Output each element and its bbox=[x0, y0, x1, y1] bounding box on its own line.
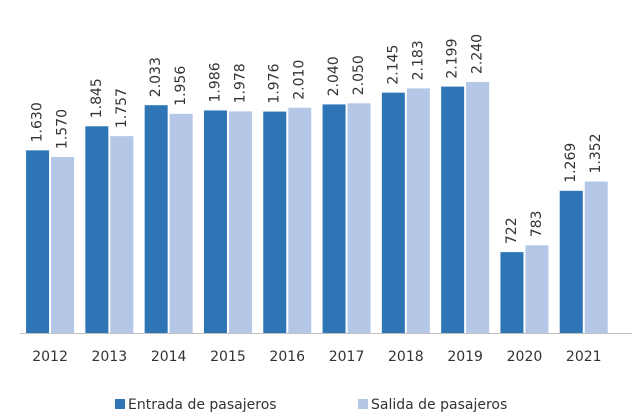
bar bbox=[110, 136, 134, 333]
legend-label: Entrada de pasajeros bbox=[128, 397, 277, 413]
bar bbox=[263, 111, 287, 333]
data-label: 1.978 bbox=[232, 63, 248, 103]
bar bbox=[347, 103, 371, 333]
bar bbox=[584, 181, 608, 333]
data-label: 1.976 bbox=[267, 63, 283, 103]
bar bbox=[26, 150, 50, 333]
data-label: 2.040 bbox=[326, 56, 342, 96]
data-label: 722 bbox=[504, 217, 520, 244]
data-label: 1.630 bbox=[30, 102, 46, 142]
x-tick-label: 2015 bbox=[210, 349, 246, 365]
x-tick-label: 2012 bbox=[32, 349, 68, 365]
data-label: 2.199 bbox=[445, 39, 461, 79]
bar bbox=[559, 190, 583, 333]
bar bbox=[288, 107, 312, 333]
x-tick-label: 2013 bbox=[92, 349, 128, 365]
bar bbox=[441, 86, 465, 333]
legend-label: Salida de pasajeros bbox=[371, 397, 507, 413]
data-label: 2.010 bbox=[292, 60, 308, 100]
bar bbox=[85, 126, 109, 333]
data-label: 1.757 bbox=[114, 88, 130, 128]
data-label: 2.033 bbox=[148, 57, 164, 97]
bar bbox=[322, 104, 346, 334]
x-tick-label: 2021 bbox=[566, 349, 602, 365]
bar bbox=[525, 245, 549, 333]
legend-swatch bbox=[358, 399, 368, 409]
data-label: 1.570 bbox=[55, 109, 71, 149]
data-label: 2.240 bbox=[470, 34, 486, 74]
bar bbox=[406, 88, 430, 333]
data-label: 2.145 bbox=[385, 45, 401, 85]
bar bbox=[203, 110, 227, 333]
bar bbox=[500, 252, 524, 333]
data-label: 1.845 bbox=[89, 78, 105, 118]
bar bbox=[144, 105, 168, 333]
data-label: 1.956 bbox=[173, 66, 189, 106]
bar bbox=[169, 113, 193, 333]
data-label: 2.050 bbox=[351, 55, 367, 95]
x-tick-label: 2014 bbox=[151, 349, 187, 365]
bar bbox=[381, 92, 405, 334]
data-label: 1.352 bbox=[588, 133, 604, 173]
x-tick-label: 2016 bbox=[269, 349, 305, 365]
x-tick-label: 2018 bbox=[388, 349, 424, 365]
bar bbox=[51, 157, 75, 333]
legend-swatch bbox=[115, 399, 125, 409]
data-label: 1.986 bbox=[207, 62, 223, 102]
data-label: 783 bbox=[529, 211, 545, 238]
bar bbox=[228, 111, 252, 333]
bar bbox=[466, 82, 490, 333]
x-tick-label: 2017 bbox=[329, 349, 365, 365]
data-label: 2.183 bbox=[410, 40, 426, 80]
x-tick-label: 2019 bbox=[447, 349, 483, 365]
data-label: 1.269 bbox=[563, 143, 579, 183]
x-tick-label: 2020 bbox=[507, 349, 543, 365]
